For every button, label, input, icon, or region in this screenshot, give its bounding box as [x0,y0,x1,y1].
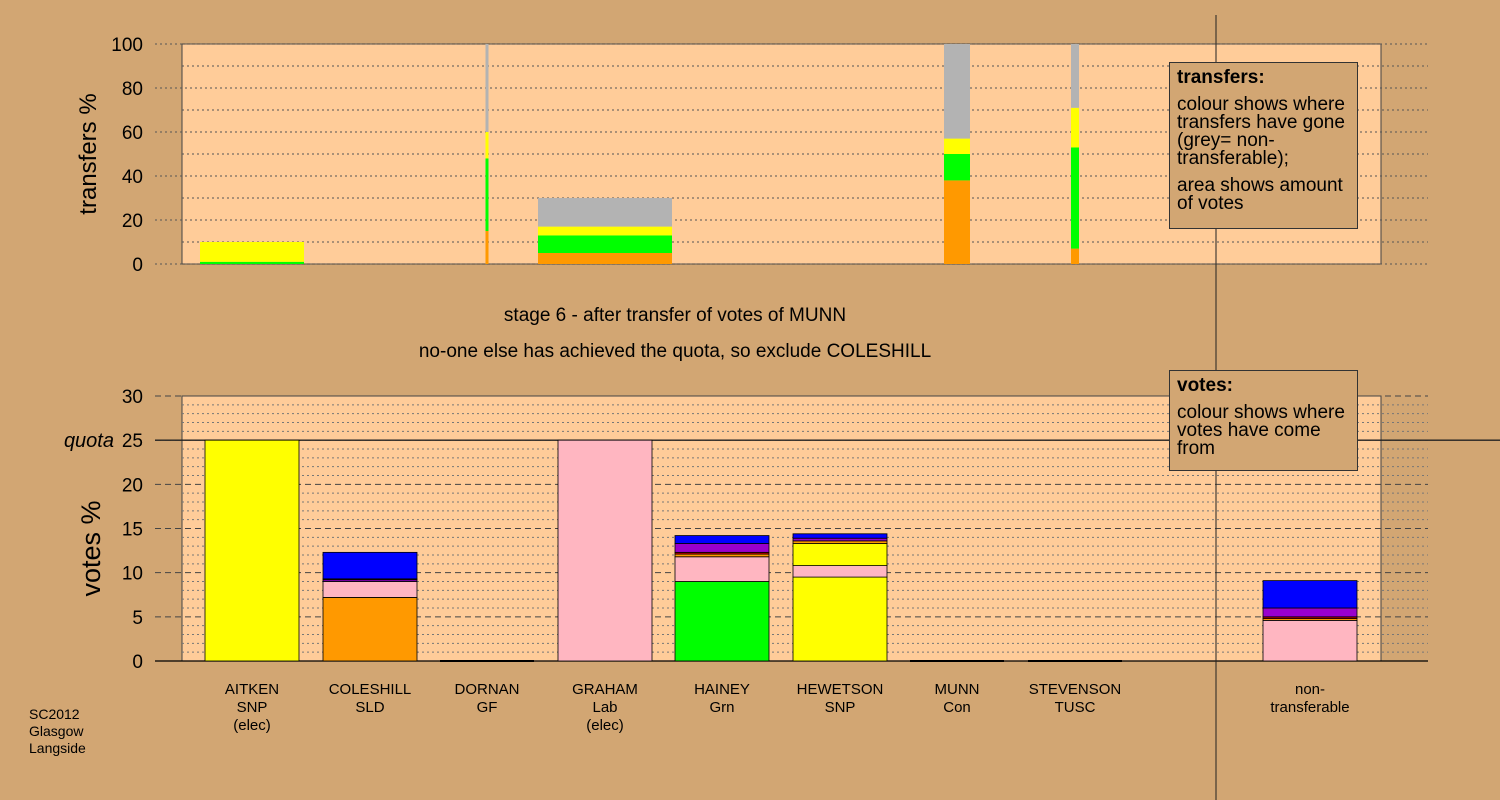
transfers-legend-area-text: area shows amount of votes [1177,175,1343,214]
transfers-axis-label: transfers % [75,93,102,214]
vote-segment [674,581,770,662]
transfer-segment-graham [538,253,672,264]
quota-label: quota [64,430,114,452]
transfer-segment-dornan [485,231,489,264]
vote-segment [674,543,770,553]
transfer-segment-dornan [485,158,489,231]
transfer-segment-aitken [200,242,304,262]
transfer-segment-stevenson [1071,248,1079,264]
candidate-party: GF [477,699,498,716]
footer-label: SC2012 Glasgow Langside [29,706,86,757]
vote-segment [557,439,653,662]
transfers-legend-text: colour shows where transfers have gone (… [1177,94,1345,169]
vote-segment [322,581,418,598]
candidate-name: HEWETSON [797,681,884,698]
votes-axis-label: votes % [76,500,106,596]
candidate-name: non- [1295,681,1325,698]
transfer-segment-dornan [485,44,489,132]
candidate-name: HAINEY [694,681,750,698]
footer-ward: Langside [29,740,86,756]
candidate-status: (elec) [233,717,271,734]
candidate-name: GRAHAM [572,681,638,698]
transfer-segment-munn [944,154,970,181]
transfer-segment-stevenson [1071,107,1079,148]
transfers-tick-label: 40 [122,167,143,188]
transfer-segment-munn [944,180,970,264]
vote-segment [1262,607,1358,618]
candidate-party: Con [943,699,971,716]
vote-segment [792,576,888,662]
candidate-party: Grn [709,699,734,716]
candidate-name: DORNAN [454,681,519,698]
footer-election: SC2012 [29,706,80,722]
footer-council: Glasgow [29,723,84,739]
transfers-tick-label: 60 [122,123,143,144]
transfer-segment-graham [538,235,672,253]
votes-tick-label: 30 [122,387,143,408]
transfers-tick-label: 80 [122,79,143,100]
votes-tick-label: 5 [132,608,143,629]
candidate-name: MUNN [935,681,980,698]
transfer-segment-graham [538,226,672,236]
transfer-segment-stevenson [1071,147,1079,249]
transfer-segment-munn [944,44,970,139]
vote-segment [204,439,300,662]
candidate-party: TUSC [1055,699,1096,716]
transfers-legend-title: transfers: [1177,67,1265,88]
candidate-party: SNP [237,699,268,716]
candidate-name: AITKEN [225,681,279,698]
transfers-tick-label: 20 [122,211,143,232]
transfer-segment-graham [538,198,672,227]
vote-segment [322,597,418,662]
transfers-tick-label: 100 [111,35,143,56]
candidate-party: Lab [592,699,617,716]
stage-title: stage 6 - after transfer of votes of MUN… [503,305,847,326]
vote-segment [1262,580,1358,609]
candidate-party: transferable [1270,699,1349,716]
transfers-tick-label: 0 [132,255,143,276]
vote-segment [674,535,770,544]
candidate-party: SNP [825,699,856,716]
candidate-status: (elec) [586,717,624,734]
transfer-segment-dornan [485,132,489,159]
vote-segment [674,556,770,582]
votes-legend-title: votes: [1177,375,1233,396]
transfer-segment-stevenson [1071,44,1079,108]
votes-tick-label: 0 [132,652,143,673]
vote-segment [792,565,888,578]
candidate-name: STEVENSON [1029,681,1122,698]
transfer-segment-munn [944,138,970,154]
votes-tick-label: 20 [122,475,143,496]
candidate-party: SLD [355,699,384,716]
vote-segment [1262,619,1358,662]
transfers-legend: transfers: colour shows where transfers … [1169,62,1358,229]
vote-segment [792,533,888,539]
stage-subtitle: no-one else has achieved the quota, so e… [418,341,932,362]
votes-tick-label: 25 [122,431,143,452]
votes-legend: votes: colour shows where votes have com… [1169,370,1358,471]
votes-tick-label: 10 [122,564,143,585]
votes-legend-text: colour shows where votes have come from [1177,402,1345,459]
vote-segment [322,551,418,580]
votes-tick-label: 15 [122,520,143,541]
transfer-segment-aitken [200,261,304,264]
candidate-name: COLESHILL [329,681,412,698]
vote-segment [792,543,888,566]
